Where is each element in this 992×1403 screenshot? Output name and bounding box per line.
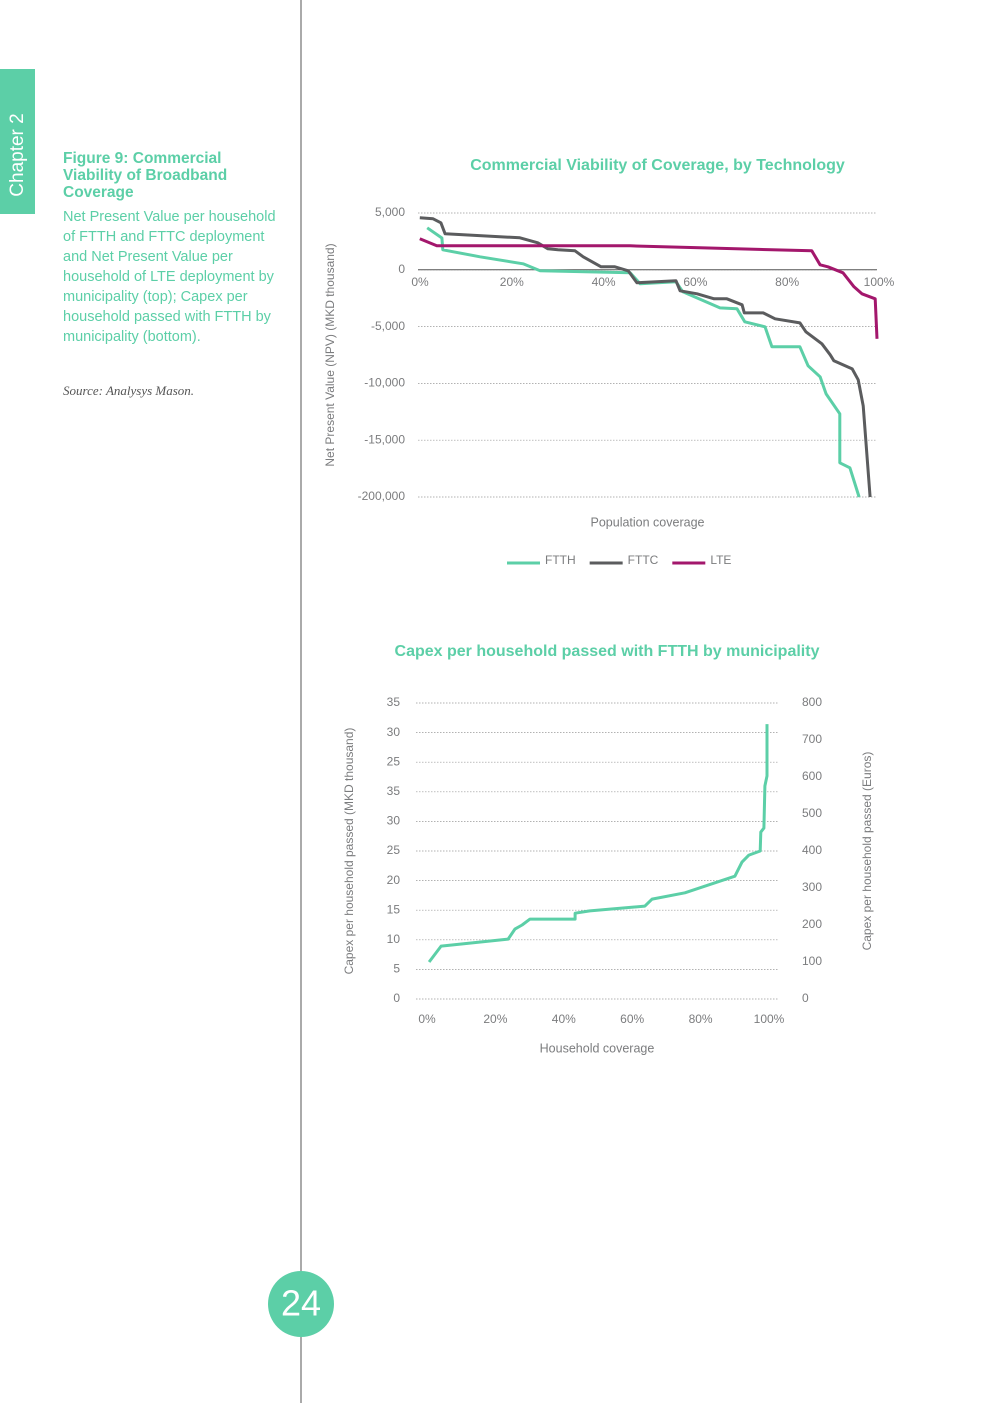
y2-tick-label: 700 bbox=[802, 732, 822, 746]
y-tick-label: 35 bbox=[387, 784, 401, 798]
series-line bbox=[426, 226, 861, 498]
y-tick-label: -5,000 bbox=[371, 319, 405, 333]
y-axis-label: Capex per household passed (MKD thousand… bbox=[342, 728, 356, 975]
y-tick-label: 5,000 bbox=[375, 205, 405, 219]
y-tick-label: -10,000 bbox=[364, 376, 405, 390]
y-tick-label: 15 bbox=[387, 902, 401, 916]
y-axis-label: Net Present Value (NPV) (MKD thousand) bbox=[323, 243, 337, 466]
x-tick-label: 100% bbox=[754, 1012, 785, 1026]
y-tick-label: 35 bbox=[387, 695, 401, 709]
y2-tick-label: 500 bbox=[802, 806, 822, 820]
y2-tick-label: 0 bbox=[802, 991, 809, 1005]
y2-tick-label: 200 bbox=[802, 917, 822, 931]
y-tick-label: 0 bbox=[398, 262, 405, 276]
y2-axis-label: Capex per household passed (Euros) bbox=[860, 752, 874, 951]
y2-tick-label: 400 bbox=[802, 843, 822, 857]
series-line bbox=[427, 724, 769, 963]
series-line bbox=[419, 216, 872, 498]
y-tick-label: 0 bbox=[393, 991, 400, 1005]
legend-label: FTTC bbox=[628, 553, 659, 567]
y2-tick-label: 100 bbox=[802, 954, 822, 968]
x-tick-label: 40% bbox=[552, 1012, 576, 1026]
page-badge bbox=[268, 1271, 334, 1337]
x-tick-label: 80% bbox=[775, 275, 799, 289]
series-line bbox=[419, 237, 879, 339]
x-tick-label: 40% bbox=[592, 275, 616, 289]
y-tick-label: 30 bbox=[387, 725, 401, 739]
y2-tick-label: 300 bbox=[802, 880, 822, 894]
x-tick-label: 0% bbox=[418, 1012, 436, 1026]
figure-title: Figure 9: Commercial Viability of Broadb… bbox=[63, 150, 228, 201]
y-tick-label: -15,000 bbox=[364, 432, 405, 446]
y-tick-label: 20 bbox=[387, 873, 401, 887]
chapter-label: Chapter 2 bbox=[7, 113, 28, 196]
x-tick-label: 20% bbox=[500, 275, 524, 289]
x-tick-label: 60% bbox=[683, 275, 707, 289]
x-tick-label: 100% bbox=[864, 275, 895, 289]
legend-label: FTTH bbox=[545, 553, 576, 567]
x-tick-label: 80% bbox=[689, 1012, 713, 1026]
y2-tick-label: 600 bbox=[802, 769, 822, 783]
x-axis-label: Household coverage bbox=[540, 1041, 655, 1055]
y-tick-label: -200,000 bbox=[358, 489, 406, 503]
page-number: 24 bbox=[281, 1283, 321, 1324]
y-tick-label: 25 bbox=[387, 754, 401, 768]
y-tick-label: 10 bbox=[387, 932, 401, 946]
figure-source: Source: Analysys Mason. bbox=[63, 383, 195, 398]
y-tick-label: 5 bbox=[393, 962, 400, 976]
x-axis-label: Population coverage bbox=[591, 515, 705, 529]
x-tick-label: 20% bbox=[483, 1012, 507, 1026]
legend-label: LTE bbox=[710, 553, 731, 567]
chart-title: Capex per household passed with FTTH by … bbox=[395, 643, 820, 660]
chapter-tab bbox=[0, 69, 35, 214]
y2-tick-label: 800 bbox=[802, 695, 822, 709]
y-tick-label: 25 bbox=[387, 843, 401, 857]
figure-description: Net Present Value per household of FTTH … bbox=[63, 209, 276, 345]
x-tick-label: 60% bbox=[620, 1012, 644, 1026]
chart-title: Commercial Viability of Coverage, by Tec… bbox=[470, 157, 845, 174]
x-tick-label: 0% bbox=[411, 275, 429, 289]
y-tick-label: 30 bbox=[387, 814, 401, 828]
